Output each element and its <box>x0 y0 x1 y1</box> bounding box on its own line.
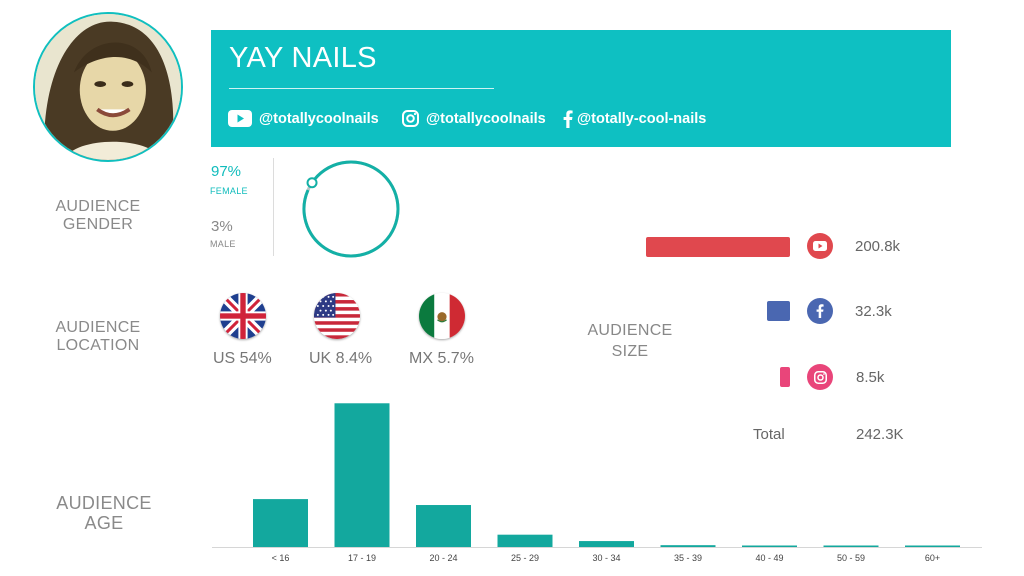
total-label: Total <box>753 426 785 443</box>
age-label-line2: AGE <box>84 513 124 533</box>
youtube-handle-link[interactable]: @totallycoolnails <box>228 110 379 127</box>
facebook-handle-link[interactable]: @totally-cool-nails <box>563 110 706 128</box>
location-label-2: UK 8.4% <box>309 350 373 367</box>
location-label-1: US 54% <box>213 350 272 367</box>
facebook-size-bar <box>766 301 790 321</box>
female-label: FEMALE <box>210 186 248 196</box>
age-tick-label-8: 60+ <box>925 553 940 563</box>
facebook-icon <box>807 298 833 324</box>
facebook-size-value: 32.3k <box>855 303 892 320</box>
age-tick-label-0: < 16 <box>272 553 290 563</box>
audience-location-label: AUDIENCE LOCATION <box>44 319 152 355</box>
age-tick-label-6: 40 - 49 <box>755 553 783 563</box>
size-label-line1: AUDIENCE <box>587 322 673 339</box>
male-percentage: 3% <box>211 218 233 235</box>
youtube-icon <box>228 110 252 127</box>
size-label-line2: SIZE <box>611 343 649 360</box>
age-bar-2 <box>416 505 471 547</box>
instagram-handle-link[interactable]: @totallycoolnails <box>402 110 546 127</box>
profile-avatar <box>33 12 183 162</box>
age-bar-7 <box>823 545 879 547</box>
gender-divider <box>273 158 274 256</box>
instagram-icon <box>807 364 833 390</box>
profile-banner: YAY NAILS @totallycoolnails @totallycool… <box>211 30 951 147</box>
location-label-line2: LOCATION <box>56 337 140 354</box>
total-value: 242.3K <box>856 426 904 443</box>
youtube-size-bar <box>646 237 790 257</box>
audience-age-chart: < 16 17 - 19 20 - 24 25 - 29 30 - 34 35 - 39 4… <box>212 403 982 563</box>
age-bar-3 <box>497 534 553 547</box>
youtube-handle: @totallycoolnails <box>259 110 379 127</box>
donut-marker <box>306 177 318 189</box>
location-label-line1: AUDIENCE <box>55 319 141 336</box>
youtube-icon <box>807 233 833 259</box>
age-bar-4 <box>579 541 634 547</box>
age-tick-label-7: 50 - 59 <box>837 553 865 563</box>
age-bar-6 <box>742 545 797 547</box>
male-label: MALE <box>210 239 236 249</box>
instagram-size-bar <box>780 367 790 387</box>
age-tick-label-4: 30 - 34 <box>592 553 620 563</box>
gender-label-line1: AUDIENCE <box>55 198 141 215</box>
age-label-line1: AUDIENCE <box>56 493 152 513</box>
age-tick-label-2: 20 - 24 <box>429 553 457 563</box>
facebook-handle: @totally-cool-nails <box>577 111 707 127</box>
age-tick-label-1: 17 - 19 <box>348 553 376 563</box>
uk-flag-icon <box>220 293 266 339</box>
mexico-flag-icon <box>419 293 465 339</box>
instagram-icon <box>402 110 419 127</box>
gender-label-line2: GENDER <box>62 216 134 233</box>
audience-gender-label: AUDIENCE GENDER <box>44 198 152 234</box>
youtube-size-value: 200.8k <box>855 238 901 255</box>
instagram-size-value: 8.5k <box>856 369 885 386</box>
audience-size-label: AUDIENCE SIZE <box>576 320 684 362</box>
donut-female-arc <box>302 160 400 258</box>
banner-divider <box>229 88 494 89</box>
female-percentage: 97% <box>211 163 242 180</box>
age-bar-1 <box>334 403 390 547</box>
us-flag-icon <box>314 293 360 339</box>
age-bar-5 <box>660 545 716 547</box>
age-tick-label-5: 35 - 39 <box>674 553 702 563</box>
audience-age-label: AUDIENCE AGE <box>44 493 164 533</box>
age-bar-8 <box>905 545 960 547</box>
age-bar-0 <box>253 499 308 547</box>
location-label-3: MX 5.7% <box>409 350 474 367</box>
facebook-icon <box>563 110 573 128</box>
profile-name: YAY NAILS <box>229 42 377 74</box>
instagram-handle: @totallycoolnails <box>426 110 546 127</box>
age-tick-label-3: 25 - 29 <box>511 553 539 563</box>
gender-donut-chart <box>302 160 400 258</box>
